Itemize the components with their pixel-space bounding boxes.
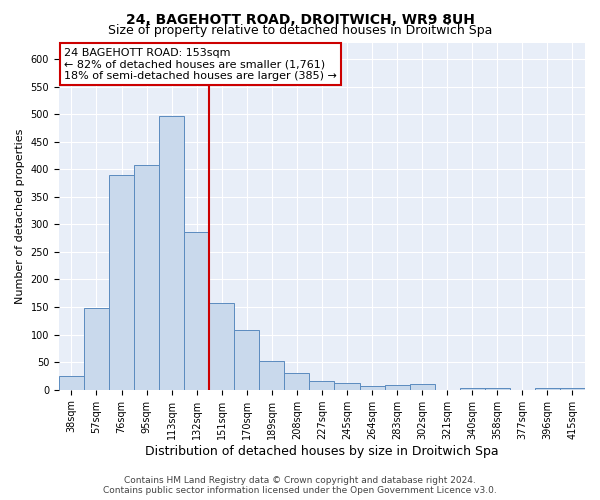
Bar	[485, 388, 510, 390]
Text: Contains HM Land Registry data © Crown copyright and database right 2024.
Contai: Contains HM Land Registry data © Crown c…	[103, 476, 497, 495]
Bar	[134, 165, 159, 390]
Bar	[84, 308, 109, 390]
Bar	[259, 360, 284, 390]
Bar	[234, 330, 259, 390]
Bar	[535, 388, 560, 390]
Bar	[460, 388, 485, 390]
Y-axis label: Number of detached properties: Number of detached properties	[15, 128, 25, 304]
Bar	[284, 373, 310, 390]
Text: 24, BAGEHOTT ROAD, DROITWICH, WR9 8UH: 24, BAGEHOTT ROAD, DROITWICH, WR9 8UH	[125, 12, 475, 26]
Bar	[310, 382, 334, 390]
Bar	[59, 376, 84, 390]
Bar	[560, 388, 585, 390]
Bar	[410, 384, 434, 390]
Bar	[334, 382, 359, 390]
Bar	[159, 116, 184, 390]
Text: 24 BAGEHOTT ROAD: 153sqm
← 82% of detached houses are smaller (1,761)
18% of sem: 24 BAGEHOTT ROAD: 153sqm ← 82% of detach…	[64, 48, 337, 81]
X-axis label: Distribution of detached houses by size in Droitwich Spa: Distribution of detached houses by size …	[145, 444, 499, 458]
Bar	[209, 302, 234, 390]
Bar	[359, 386, 385, 390]
Text: Size of property relative to detached houses in Droitwich Spa: Size of property relative to detached ho…	[108, 24, 492, 37]
Bar	[109, 175, 134, 390]
Bar	[184, 232, 209, 390]
Bar	[385, 386, 410, 390]
